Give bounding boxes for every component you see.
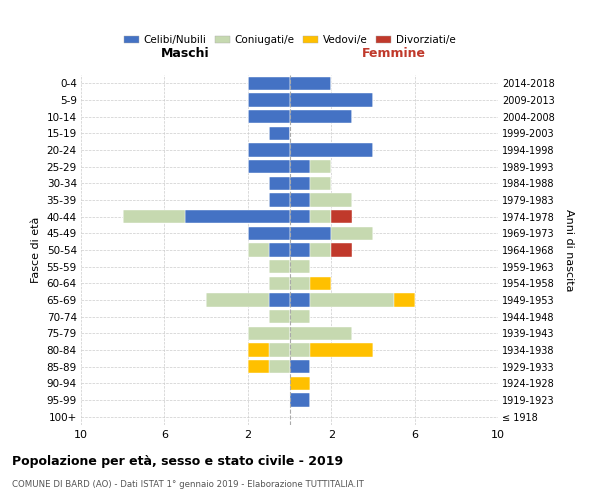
Bar bbox=[248, 226, 290, 240]
Bar bbox=[310, 244, 331, 256]
Bar bbox=[206, 294, 269, 306]
Bar bbox=[310, 294, 394, 306]
Bar bbox=[290, 394, 310, 406]
Bar bbox=[290, 360, 310, 374]
Bar bbox=[269, 294, 290, 306]
Bar bbox=[331, 210, 352, 224]
Bar bbox=[269, 194, 290, 206]
Bar bbox=[248, 144, 290, 156]
Bar bbox=[310, 344, 373, 356]
Bar bbox=[269, 360, 290, 374]
Bar bbox=[310, 276, 331, 290]
Bar bbox=[290, 310, 310, 324]
Bar bbox=[269, 260, 290, 274]
Bar bbox=[269, 176, 290, 190]
Y-axis label: Anni di nascita: Anni di nascita bbox=[565, 208, 574, 291]
Bar bbox=[310, 194, 352, 206]
Bar bbox=[290, 210, 310, 224]
Bar bbox=[290, 376, 310, 390]
Text: COMUNE DI BARD (AO) - Dati ISTAT 1° gennaio 2019 - Elaborazione TUTTITALIA.IT: COMUNE DI BARD (AO) - Dati ISTAT 1° genn… bbox=[12, 480, 364, 489]
Text: Femmine: Femmine bbox=[362, 47, 426, 60]
Bar bbox=[269, 276, 290, 290]
Bar bbox=[290, 176, 310, 190]
Bar bbox=[310, 160, 331, 173]
Bar bbox=[290, 294, 310, 306]
Bar bbox=[394, 294, 415, 306]
Bar bbox=[290, 244, 310, 256]
Bar bbox=[248, 326, 290, 340]
Text: Maschi: Maschi bbox=[161, 47, 209, 60]
Bar bbox=[290, 144, 373, 156]
Bar bbox=[185, 210, 290, 224]
Legend: Celibi/Nubili, Coniugati/e, Vedovi/e, Divorziati/e: Celibi/Nubili, Coniugati/e, Vedovi/e, Di… bbox=[119, 31, 460, 50]
Bar bbox=[248, 110, 290, 124]
Bar bbox=[248, 360, 269, 374]
Bar bbox=[269, 126, 290, 140]
Bar bbox=[331, 226, 373, 240]
Bar bbox=[248, 160, 290, 173]
Bar bbox=[269, 344, 290, 356]
Bar bbox=[248, 76, 290, 90]
Bar bbox=[290, 344, 310, 356]
Bar bbox=[290, 226, 331, 240]
Bar bbox=[331, 244, 352, 256]
Bar bbox=[122, 210, 185, 224]
Bar bbox=[269, 244, 290, 256]
Bar bbox=[290, 160, 310, 173]
Bar bbox=[310, 176, 331, 190]
Bar bbox=[290, 276, 310, 290]
Bar bbox=[290, 260, 310, 274]
Bar bbox=[290, 326, 352, 340]
Bar bbox=[248, 344, 269, 356]
Bar bbox=[248, 94, 290, 106]
Bar bbox=[290, 94, 373, 106]
Bar bbox=[290, 194, 310, 206]
Text: Popolazione per età, sesso e stato civile - 2019: Popolazione per età, sesso e stato civil… bbox=[12, 455, 343, 468]
Bar bbox=[310, 210, 331, 224]
Bar bbox=[290, 76, 331, 90]
Bar bbox=[248, 244, 269, 256]
Bar bbox=[269, 310, 290, 324]
Y-axis label: Fasce di età: Fasce di età bbox=[31, 217, 41, 283]
Bar bbox=[290, 110, 352, 124]
